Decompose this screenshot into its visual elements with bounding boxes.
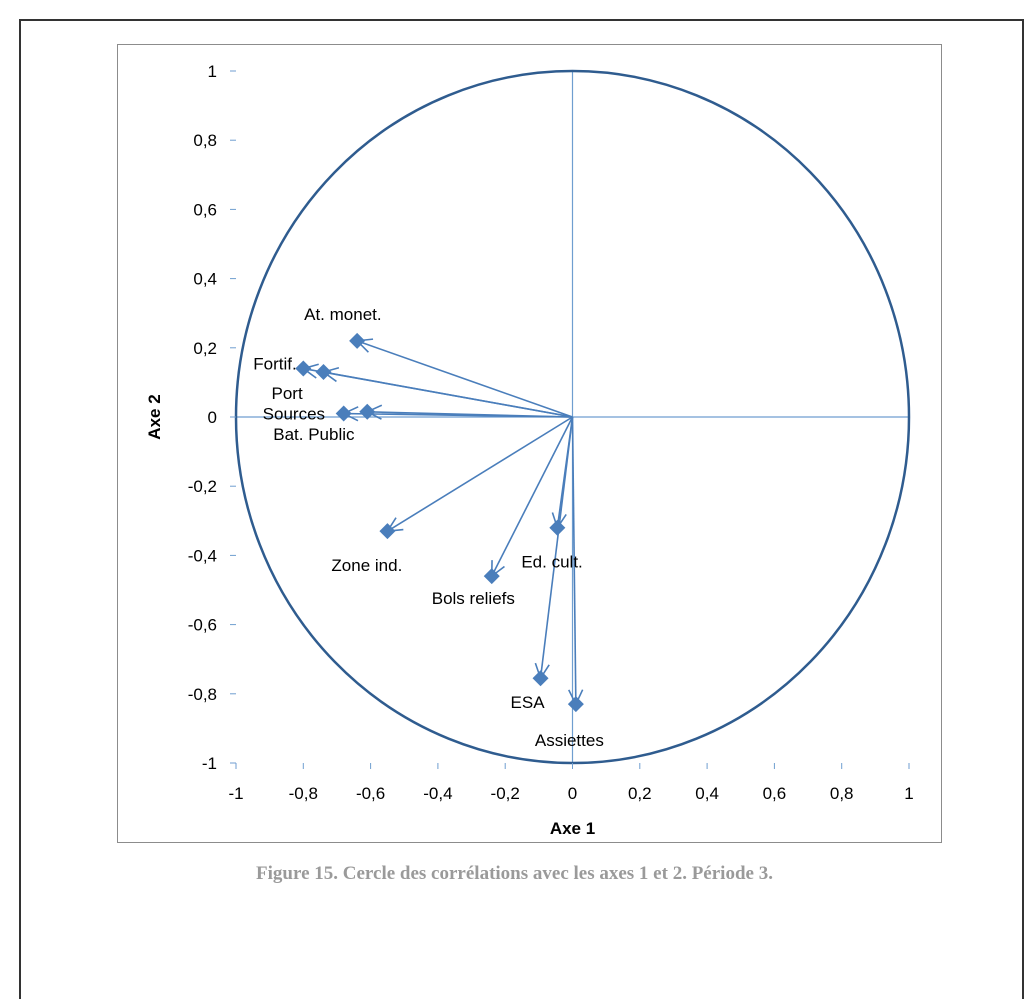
point-label: Bat. Public	[273, 425, 355, 444]
point-marker	[295, 360, 312, 377]
point-label: Sources	[263, 405, 325, 424]
y-tick-label: -0,8	[188, 685, 217, 704]
x-tick-label: 0	[568, 784, 577, 803]
point-marker	[549, 519, 566, 536]
arrows-layer	[301, 338, 584, 707]
point-marker	[359, 403, 376, 420]
x-tick-label: 0,8	[830, 784, 854, 803]
y-tick-label: 1	[208, 62, 217, 81]
arrow-shaft	[367, 411, 573, 418]
arrow-shaft	[323, 371, 573, 418]
point-marker	[567, 696, 584, 713]
y-tick-label: 0,4	[193, 270, 217, 289]
point-marker	[335, 405, 352, 422]
x-tick-label: 0,4	[695, 784, 719, 803]
point-marker	[315, 364, 332, 381]
arrow-shaft	[491, 416, 574, 577]
y-tick-label: 0,6	[193, 200, 217, 219]
point-label: ESA	[511, 693, 546, 712]
x-tick-label: -1	[228, 784, 243, 803]
ticks-layer: -1 -0,8 -0,6 -0,4 -0,2 0 0,2 0,4 0,6 0,8 1 1 0,8 0,6 0…	[188, 62, 914, 803]
point-label: Assiettes	[535, 731, 604, 750]
point-label: Zone ind.	[331, 556, 402, 575]
arrow-shaft	[387, 416, 573, 532]
point-label: Fortif.	[253, 355, 296, 374]
point-marker	[532, 670, 549, 687]
points-layer	[295, 332, 584, 713]
y-tick-label: -0,2	[188, 477, 217, 496]
y-axis-title: Axe 2	[145, 394, 164, 439]
y-tick-label: 0,8	[193, 131, 217, 150]
x-tick-label: 0,6	[763, 784, 787, 803]
y-tick-label: -0,4	[188, 546, 217, 565]
point-label: Bols reliefs	[432, 589, 515, 608]
y-tick-label: 0,2	[193, 339, 217, 358]
x-tick-label: -0,2	[491, 784, 520, 803]
point-marker	[483, 568, 500, 585]
point-marker	[349, 332, 366, 349]
point-label: At. monet.	[304, 305, 381, 324]
x-axis-title: Axe 1	[550, 819, 595, 838]
y-tick-label: -0,6	[188, 616, 217, 635]
x-tick-label: 1	[904, 784, 913, 803]
figure-frame	[19, 19, 1024, 999]
point-label: Port	[271, 384, 302, 403]
x-tick-label: -0,4	[423, 784, 452, 803]
x-tick-label: -0,6	[356, 784, 385, 803]
y-tick-label: -1	[202, 754, 217, 773]
arrow-shaft	[571, 416, 577, 705]
arrow-shaft	[539, 416, 574, 679]
y-tick-label: 0	[208, 408, 217, 427]
point-label: Ed. cult.	[521, 553, 582, 572]
arrow-shaft	[356, 340, 573, 418]
point-marker	[379, 523, 396, 540]
figure-caption: Figure 15. Cercle des corrélations avec …	[256, 863, 773, 884]
x-tick-label: 0,2	[628, 784, 652, 803]
x-tick-label: -0,8	[289, 784, 318, 803]
